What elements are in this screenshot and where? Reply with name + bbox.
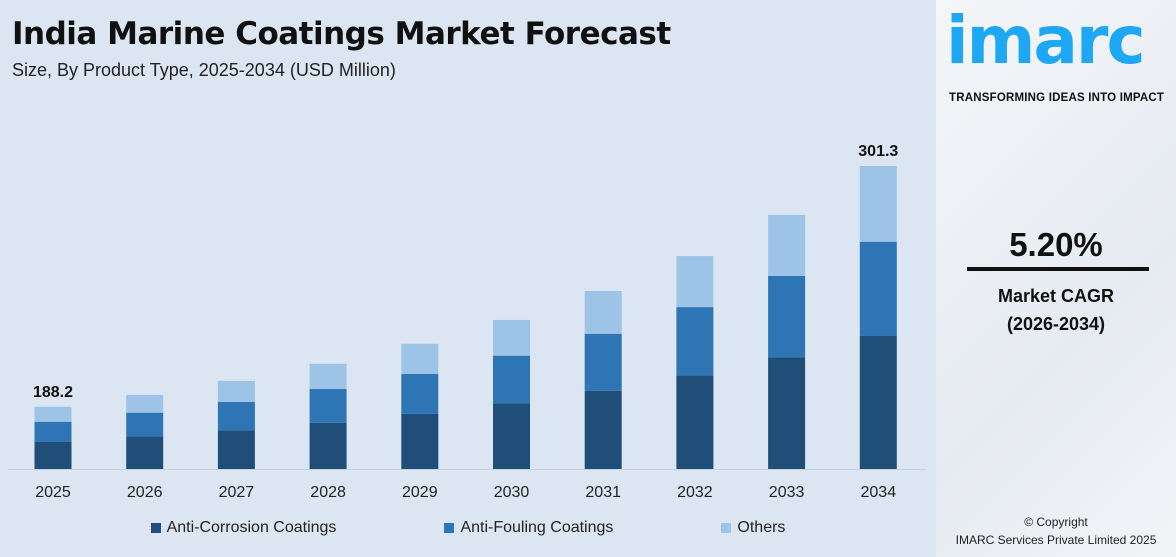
bar-segment (768, 357, 806, 469)
info-panel: imarc TRANSFORMING IDEAS INTO IMPACT 5.2… (936, 0, 1176, 557)
bar-segment (676, 256, 714, 308)
x-tick-label: 2026 (127, 484, 163, 501)
company-name: IMARC Services Private Limited 2025 (955, 533, 1157, 547)
bar-segment (584, 390, 622, 469)
x-tick-label: 2031 (585, 484, 621, 501)
data-label: 301.3 (858, 143, 898, 160)
bar-segment (676, 375, 714, 469)
tagline: TRANSFORMING IDEAS INTO IMPACT (949, 92, 1165, 104)
x-tick-label: 2030 (494, 484, 530, 501)
x-tick-label: 2029 (402, 484, 438, 501)
bar-segment (309, 363, 347, 390)
x-tick-label: 2032 (677, 484, 713, 501)
bar-segment (401, 413, 439, 469)
legend-label: Anti-Corrosion Coatings (166, 519, 337, 536)
data-label: 188.2 (33, 384, 73, 401)
bar-segment (309, 389, 347, 423)
bar-segment (676, 307, 714, 376)
bar-segment (34, 406, 72, 422)
bar-segment (584, 333, 622, 391)
divider (967, 267, 1149, 271)
legend-label: Others (737, 519, 786, 536)
bar-segment (401, 343, 439, 374)
bar-segment (309, 422, 347, 469)
x-tick-label: 2028 (310, 484, 346, 501)
x-tick-label: 2025 (35, 484, 71, 501)
copyright: © Copyright (1024, 515, 1088, 529)
bar-segment (126, 412, 164, 437)
cagr-label: Market CAGR (997, 286, 1115, 306)
legend-swatch (721, 523, 732, 533)
bar-segment (768, 214, 806, 276)
legend-item-anti-fouling: Anti-Fouling Coatings (444, 519, 613, 537)
bar-segment (126, 436, 164, 469)
bar-segment (34, 441, 72, 469)
bar-segment (217, 402, 255, 431)
bar-segment (859, 335, 897, 469)
bar-segment (493, 355, 530, 404)
cagr-value: 5.20% (1009, 226, 1103, 263)
bar-segment (401, 373, 439, 414)
bar-segment (493, 403, 530, 469)
bar-segment (768, 275, 806, 358)
bar-segment (584, 290, 622, 334)
legend-swatch (150, 523, 161, 533)
legend-label: Anti-Fouling Coatings (460, 519, 614, 536)
bar-segment (859, 241, 897, 336)
bar-segment (34, 421, 72, 442)
bar-segment (859, 166, 897, 242)
bar-segment (217, 430, 255, 469)
x-tick-label: 2033 (769, 484, 805, 501)
imarc-logo: imarc (946, 2, 1146, 79)
bar-segment (217, 380, 255, 403)
legend: Anti-Corrosion Coatings Anti-Fouling Coa… (0, 519, 936, 537)
bar-segment (126, 394, 164, 413)
chart-subtitle: Size, By Product Type, 2025-2034 (USD Mi… (12, 60, 396, 80)
legend-swatch (444, 523, 455, 533)
chart-title: India Marine Coatings Market Forecast (12, 16, 671, 52)
x-tick-label: 2034 (861, 484, 897, 501)
stacked-bar-chart: 2025 188.2 2026 2027 2028 2029 2030 2031 2032 203… (8, 143, 925, 501)
legend-item-others: Others (721, 519, 785, 537)
x-tick-label: 2027 (219, 484, 255, 501)
legend-item-anti-corrosion: Anti-Corrosion Coatings (150, 519, 337, 537)
cagr-period: (2026-2034) (1006, 314, 1106, 334)
bar-segment (493, 319, 530, 356)
